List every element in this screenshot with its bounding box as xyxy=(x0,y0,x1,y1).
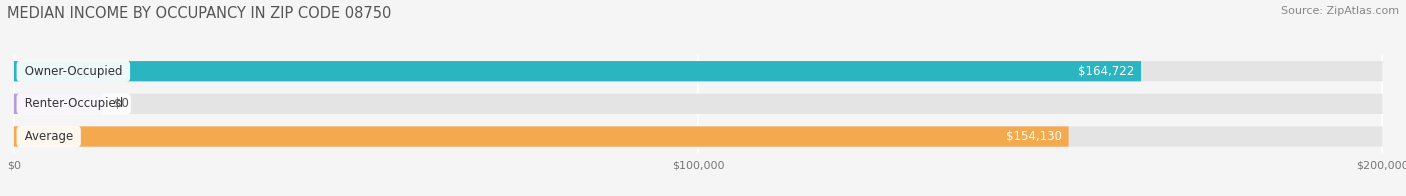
FancyBboxPatch shape xyxy=(14,61,1382,81)
Text: Source: ZipAtlas.com: Source: ZipAtlas.com xyxy=(1281,6,1399,16)
Text: Owner-Occupied: Owner-Occupied xyxy=(21,65,127,78)
Text: $154,130: $154,130 xyxy=(1005,130,1062,143)
Text: MEDIAN INCOME BY OCCUPANCY IN ZIP CODE 08750: MEDIAN INCOME BY OCCUPANCY IN ZIP CODE 0… xyxy=(7,6,391,21)
FancyBboxPatch shape xyxy=(14,126,1382,147)
Text: Renter-Occupied: Renter-Occupied xyxy=(21,97,127,110)
FancyBboxPatch shape xyxy=(14,94,1382,114)
FancyBboxPatch shape xyxy=(14,126,1069,147)
Text: $164,722: $164,722 xyxy=(1078,65,1135,78)
Text: $0: $0 xyxy=(114,97,129,110)
FancyBboxPatch shape xyxy=(14,61,1142,81)
FancyBboxPatch shape xyxy=(14,94,103,114)
Text: Average: Average xyxy=(21,130,77,143)
